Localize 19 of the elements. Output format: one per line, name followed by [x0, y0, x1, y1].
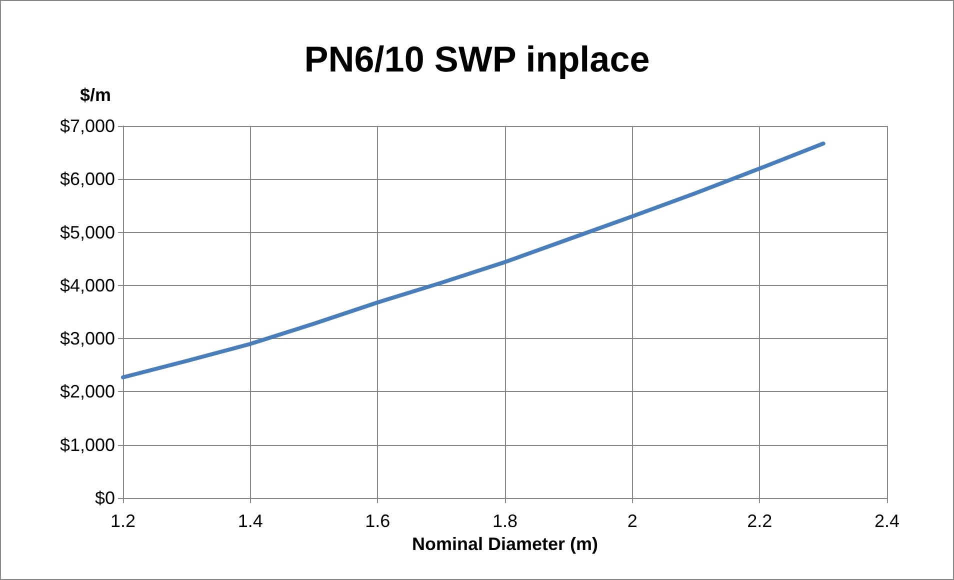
x-tick-label: 2: [627, 511, 638, 531]
y-tick-label: $6,000: [60, 169, 115, 190]
x-tick-label: 1.4: [238, 511, 263, 531]
y-tick-label: $0: [94, 488, 115, 508]
line-series: [121, 142, 826, 380]
y-tick-label: $4,000: [60, 275, 115, 296]
x-tick-label: 1.6: [365, 511, 390, 531]
x-tick-label: 2.4: [874, 511, 900, 531]
chart-title: PN6/10 SWP inplace: [304, 38, 650, 80]
x-tick-label: 2.2: [747, 511, 772, 531]
y-axis-title: $/m: [80, 85, 111, 105]
y-tick-label: $2,000: [60, 382, 115, 402]
x-axis-title: Nominal Diameter (m): [412, 534, 598, 554]
y-tick-label: $7,000: [60, 116, 115, 136]
x-tick-label: 1.8: [492, 511, 518, 531]
y-tick-label: $1,000: [60, 434, 115, 455]
y-tick-label: $3,000: [60, 328, 115, 349]
y-tick-label: $5,000: [60, 222, 115, 242]
x-tick-label: 1.2: [110, 511, 136, 531]
